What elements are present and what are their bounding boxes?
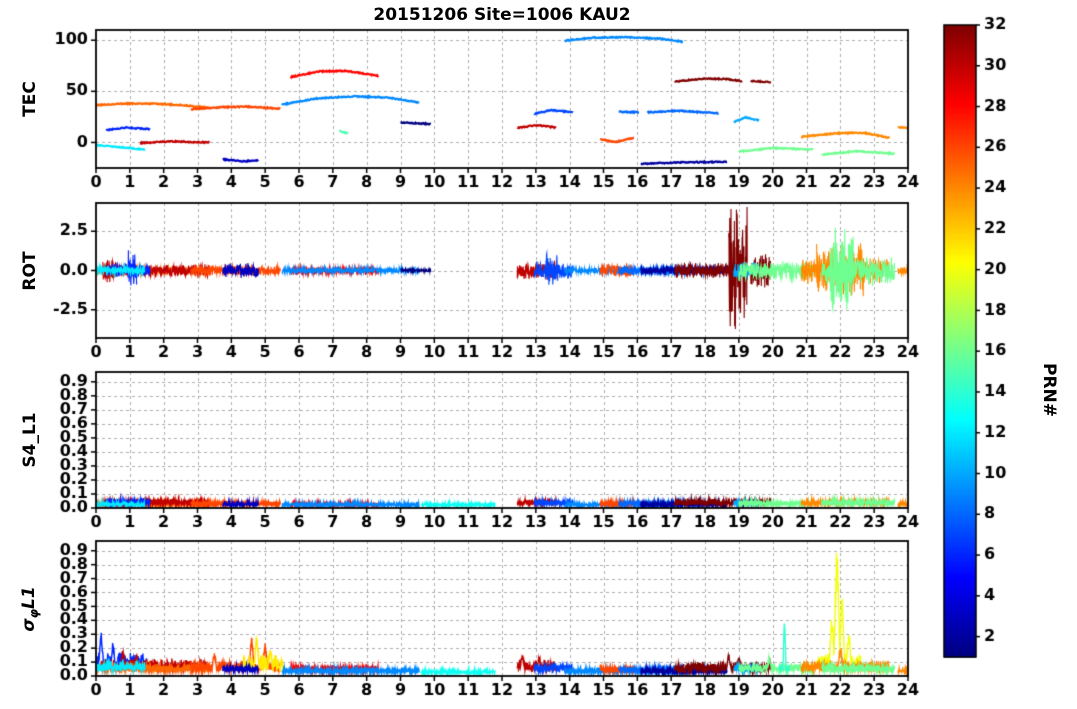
ylabel-rot: ROT	[20, 251, 40, 291]
chart-title: 20151206 Site=1006 KAU2	[373, 5, 631, 25]
l1-text: L1	[18, 586, 39, 610]
ylabel-tec: TEC	[20, 81, 40, 117]
ylabel-s4: S4_L1	[20, 412, 40, 468]
ylabel-sigma-phi-l1: σφL1	[19, 586, 41, 631]
sigma-symbol: σ	[18, 618, 39, 632]
phi-subscript: φ	[27, 609, 42, 619]
colorbar-label: PRN#	[1039, 362, 1059, 418]
